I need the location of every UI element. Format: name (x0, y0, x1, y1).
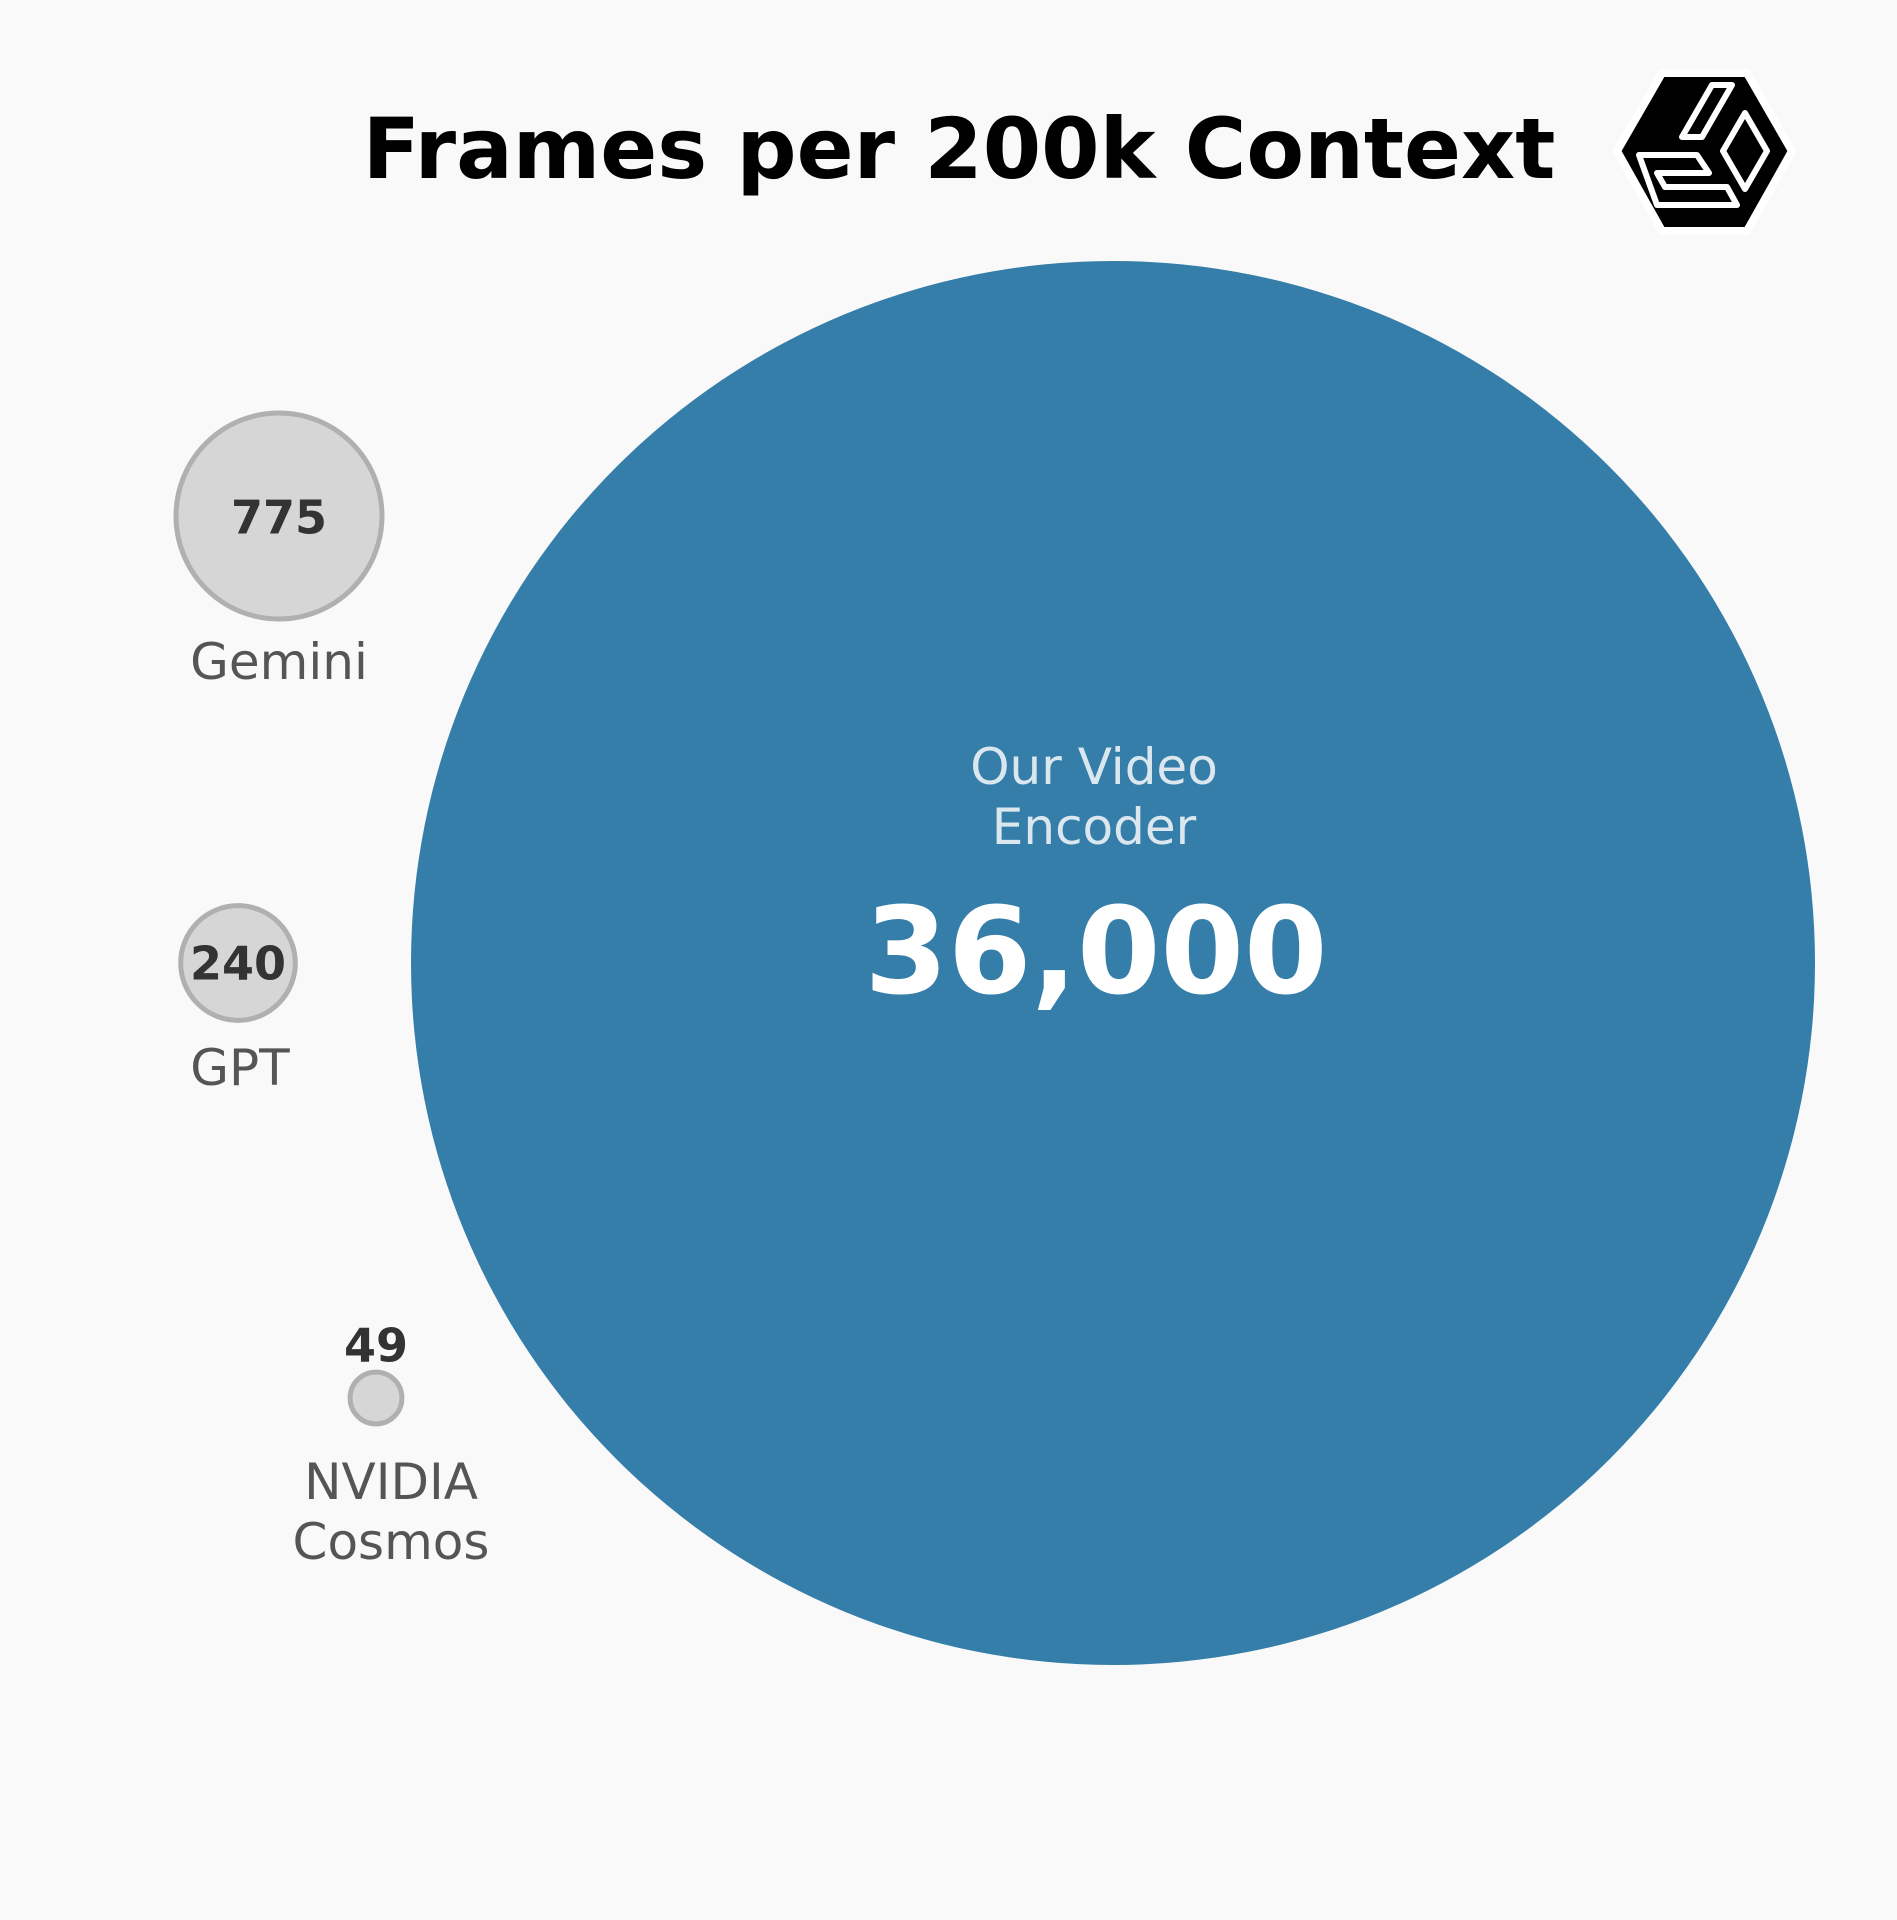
chart-title: Frames per 200k Context (362, 100, 1556, 198)
bubble-name: Gemini (190, 633, 368, 691)
bubble-name: NVIDIA Cosmos (292, 1453, 490, 1571)
bubble (178, 903, 298, 1023)
logo (1613, 69, 1796, 235)
bubble (347, 1369, 405, 1427)
value-label: 36,000 (864, 883, 1328, 1022)
bubble (173, 410, 385, 622)
bubble-name: Our Video Encoder (970, 738, 1218, 856)
bubble (411, 261, 1815, 1665)
value-label: 240 (189, 936, 287, 991)
bubble-name: GPT (190, 1039, 290, 1097)
value-label: 49 (343, 1318, 409, 1373)
value-label: 775 (230, 490, 328, 545)
